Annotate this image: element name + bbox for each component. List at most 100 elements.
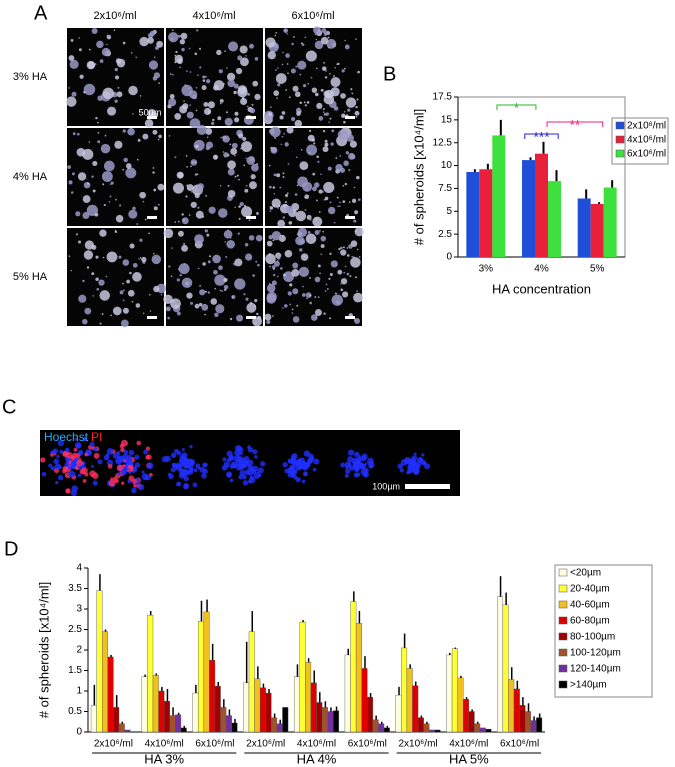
- spheroid: [296, 184, 299, 187]
- spheroid: [276, 97, 278, 99]
- spheroid: [139, 238, 143, 242]
- nucleus: [121, 470, 127, 476]
- spheroid: [168, 265, 171, 268]
- spheroid: [277, 207, 280, 209]
- spheroid: [233, 90, 237, 95]
- bar: [502, 604, 509, 733]
- spheroid: [229, 317, 233, 321]
- nucleus: [301, 479, 306, 484]
- spheroid: [172, 29, 174, 31]
- nucleus: [357, 455, 362, 459]
- x-tick-label: 4x10⁶/ml: [297, 739, 336, 750]
- nucleus: [247, 445, 251, 449]
- legend-label: 40-60µm: [570, 600, 610, 611]
- bar: [214, 685, 221, 733]
- spheroid: [174, 156, 177, 159]
- spheroid: [132, 113, 134, 115]
- spheroid: [246, 302, 257, 313]
- row-label: 3% HA: [13, 71, 48, 83]
- nucleus: [397, 463, 404, 470]
- spheroid: [304, 209, 307, 211]
- spheroid: [291, 268, 300, 277]
- spheroid: [194, 303, 200, 309]
- bar: [158, 690, 165, 733]
- nucleus: [254, 454, 258, 459]
- x-tick-label: 2x10⁶/ml: [94, 739, 133, 750]
- spheroid: [139, 191, 146, 199]
- spheroid: [205, 146, 210, 151]
- spheroid: [273, 90, 280, 96]
- spheroid: [181, 244, 188, 252]
- nucleus: [97, 459, 103, 465]
- nucleus: [407, 469, 412, 474]
- y-tick-label: 3: [76, 604, 82, 615]
- spheroid: [196, 29, 199, 32]
- spheroid: [299, 73, 302, 76]
- nucleus: [106, 459, 114, 466]
- spheroid: [329, 117, 332, 120]
- spheroid: [349, 274, 352, 278]
- nucleus: [50, 466, 56, 471]
- spheroid: [149, 30, 156, 37]
- stain-label: Hoechst: [44, 430, 89, 444]
- spheroid: [103, 204, 106, 207]
- spheroid: [222, 135, 230, 143]
- spheroid: [233, 154, 236, 157]
- spheroid: [119, 290, 124, 295]
- spheroid: [186, 70, 188, 72]
- spheroid: [82, 318, 88, 325]
- bar: [248, 631, 255, 733]
- spheroid: [229, 237, 232, 239]
- spheroid: [277, 204, 281, 208]
- spheroid: [122, 307, 129, 314]
- spheroid: [269, 106, 272, 108]
- nucleus: [179, 468, 184, 472]
- spheroid: [343, 111, 346, 113]
- spheroid: [237, 55, 243, 61]
- nucleus: [40, 457, 46, 463]
- spheroid: [97, 95, 103, 101]
- bar: [401, 647, 408, 733]
- x-tick-label: 2x10⁶/ml: [246, 739, 285, 750]
- bar: [175, 714, 182, 733]
- spheroid: [231, 142, 238, 149]
- spheroid: [314, 276, 321, 283]
- spheroid: [69, 59, 79, 69]
- nucleus: [51, 450, 57, 455]
- spheroid: [343, 67, 346, 70]
- nucleus: [201, 473, 207, 479]
- spheroid: [135, 303, 141, 308]
- spheroid: [254, 299, 258, 303]
- y-tick-label: 2.5: [68, 624, 82, 635]
- legend-swatch: [615, 121, 625, 130]
- nucleus: [353, 472, 359, 478]
- spheroid: [122, 168, 125, 171]
- nucleus: [103, 454, 110, 461]
- spheroid: [177, 230, 184, 237]
- scale-bar: [147, 316, 157, 319]
- spheroid: [314, 296, 317, 298]
- spheroid: [317, 264, 321, 268]
- spheroid: [271, 230, 282, 241]
- spheroid: [310, 240, 313, 243]
- y-tick-label: 10: [441, 160, 453, 171]
- spheroid: [183, 218, 185, 221]
- spheroid: [191, 161, 194, 164]
- y-tick-label: 7.5: [438, 183, 452, 194]
- nucleus: [361, 453, 368, 460]
- spheroid: [290, 68, 296, 74]
- spheroid: [284, 249, 293, 258]
- nucleus: [188, 460, 195, 466]
- spheroid: [322, 107, 325, 111]
- spheroid: [176, 278, 180, 282]
- spheroid: [204, 313, 206, 316]
- y-tick-label: 0: [76, 727, 82, 738]
- spheroid: [340, 93, 346, 99]
- nucleus: [291, 453, 298, 460]
- nucleus: [364, 462, 368, 466]
- spheroid: [300, 253, 309, 261]
- spheroid: [324, 312, 326, 315]
- spheroid: [83, 83, 96, 96]
- spheroid: [314, 230, 320, 236]
- legend-swatch: [558, 568, 568, 577]
